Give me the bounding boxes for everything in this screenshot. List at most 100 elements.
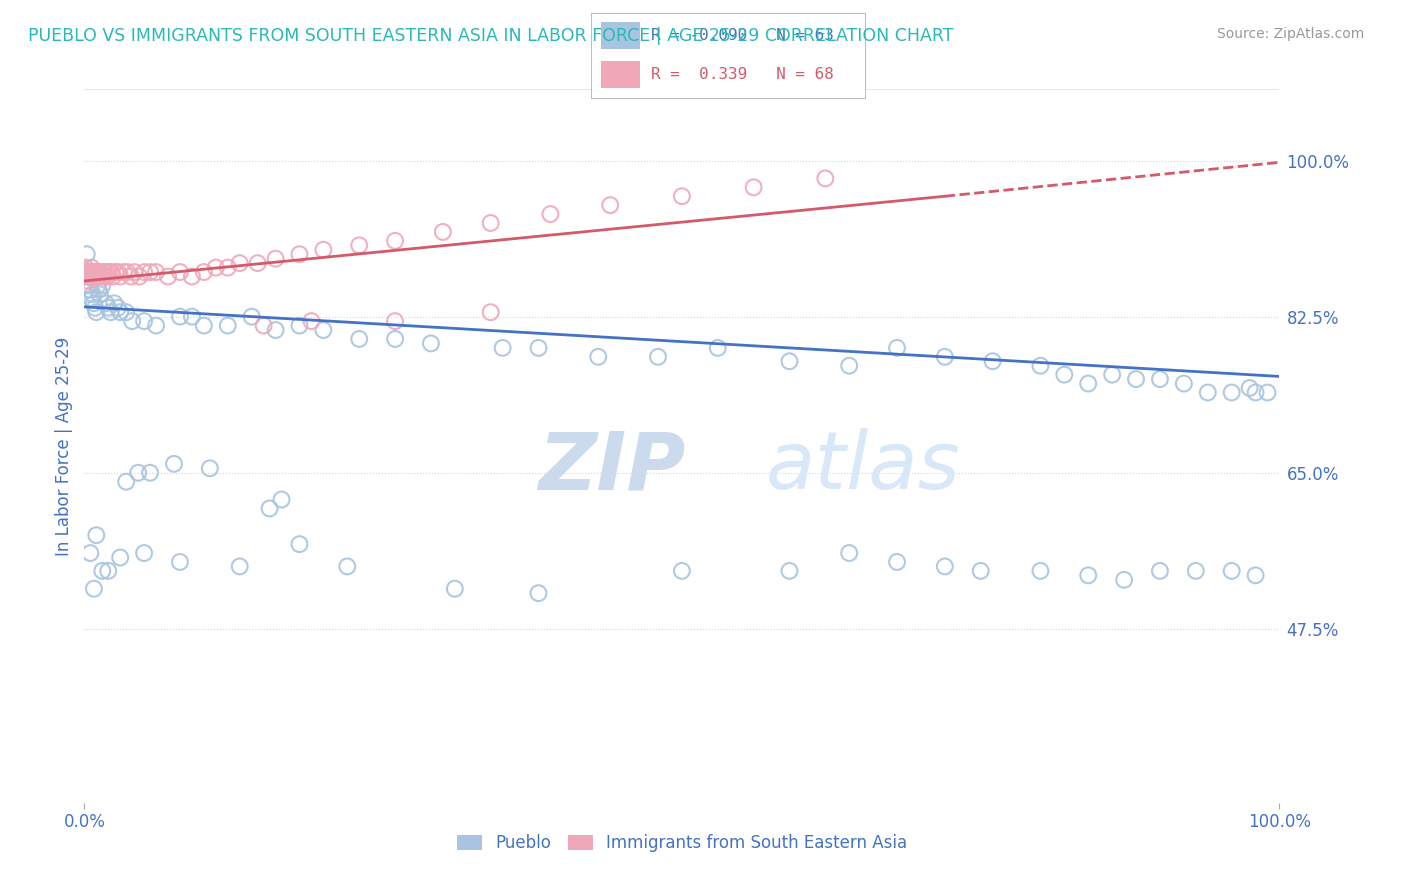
Point [117,265,139,279]
Text: Source: ZipAtlas.com: Source: ZipAtlas.com [1216,27,1364,41]
Point [79,546,101,560]
Point [349,238,371,252]
Text: ZIP: ZIP [538,428,686,507]
Point [193,318,215,333]
Point [97,564,120,578]
Point [288,537,311,551]
Point [82,269,104,284]
Text: R =  0.339   N = 68: R = 0.339 N = 68 [651,67,834,82]
Point [671,564,693,578]
Point [1101,368,1123,382]
Point [1077,568,1099,582]
Point [86,265,108,279]
Point [1029,359,1052,373]
Point [97,301,120,315]
Text: R = -0.090   N = 63: R = -0.090 N = 63 [651,28,834,43]
Point [1029,564,1052,578]
Point [205,260,228,275]
Point [86,305,108,319]
Point [1197,385,1219,400]
Point [87,283,110,297]
Point [110,550,132,565]
Point [229,256,252,270]
Point [1077,376,1099,391]
Point [96,269,118,284]
Point [779,564,801,578]
Point [1114,573,1136,587]
Point [479,305,502,319]
Legend: Pueblo, Immigrants from South Eastern Asia: Pueblo, Immigrants from South Eastern As… [450,828,914,859]
Point [76,247,98,261]
Point [588,350,610,364]
Point [77,269,100,284]
Point [127,466,149,480]
Point [1149,372,1171,386]
Text: atlas: atlas [766,428,960,507]
Point [86,278,108,293]
Point [312,243,335,257]
Point [181,310,204,324]
Point [169,555,191,569]
Point [80,292,103,306]
Point [83,296,105,310]
Point [77,269,100,284]
Point [77,278,100,293]
Point [1257,385,1279,400]
Point [264,252,287,266]
Point [84,269,107,284]
Point [139,466,162,480]
Point [384,234,406,248]
Point [79,283,101,297]
Point [1220,385,1243,400]
Point [83,265,105,279]
Point [75,260,97,275]
Point [80,269,103,284]
Point [157,269,180,284]
Point [886,341,908,355]
Point [104,265,127,279]
Point [79,265,101,279]
Point [132,314,156,328]
Point [432,225,454,239]
Point [169,265,191,279]
Point [240,310,263,324]
Point [100,305,122,319]
Point [86,269,108,284]
Point [259,501,281,516]
Point [1173,376,1195,391]
Point [934,350,956,364]
Point [479,216,502,230]
Point [83,582,105,596]
Point [779,354,801,368]
Point [80,260,103,275]
Point [217,260,239,275]
Point [91,278,114,293]
Point [246,256,269,270]
Point [110,305,132,319]
Point [77,265,100,279]
Point [1185,564,1208,578]
Point [336,559,359,574]
Point [527,341,550,355]
Point [121,314,143,328]
Bar [602,22,640,49]
Point [647,350,669,364]
Point [1220,564,1243,578]
Point [384,314,406,328]
Point [103,296,125,310]
Text: PUEBLO VS IMMIGRANTS FROM SOUTH EASTERN ASIA IN LABOR FORCE | AGE 25-29 CORRELAT: PUEBLO VS IMMIGRANTS FROM SOUTH EASTERN … [28,27,953,45]
Point [139,265,162,279]
Point [115,305,138,319]
Point [838,546,860,560]
Point [79,269,101,284]
Point [970,564,993,578]
Point [707,341,730,355]
Point [124,265,146,279]
Point [1244,385,1267,400]
Point [94,269,117,284]
Point [420,336,443,351]
Point [107,301,129,315]
Point [444,582,467,596]
Point [93,265,115,279]
Point [145,265,167,279]
